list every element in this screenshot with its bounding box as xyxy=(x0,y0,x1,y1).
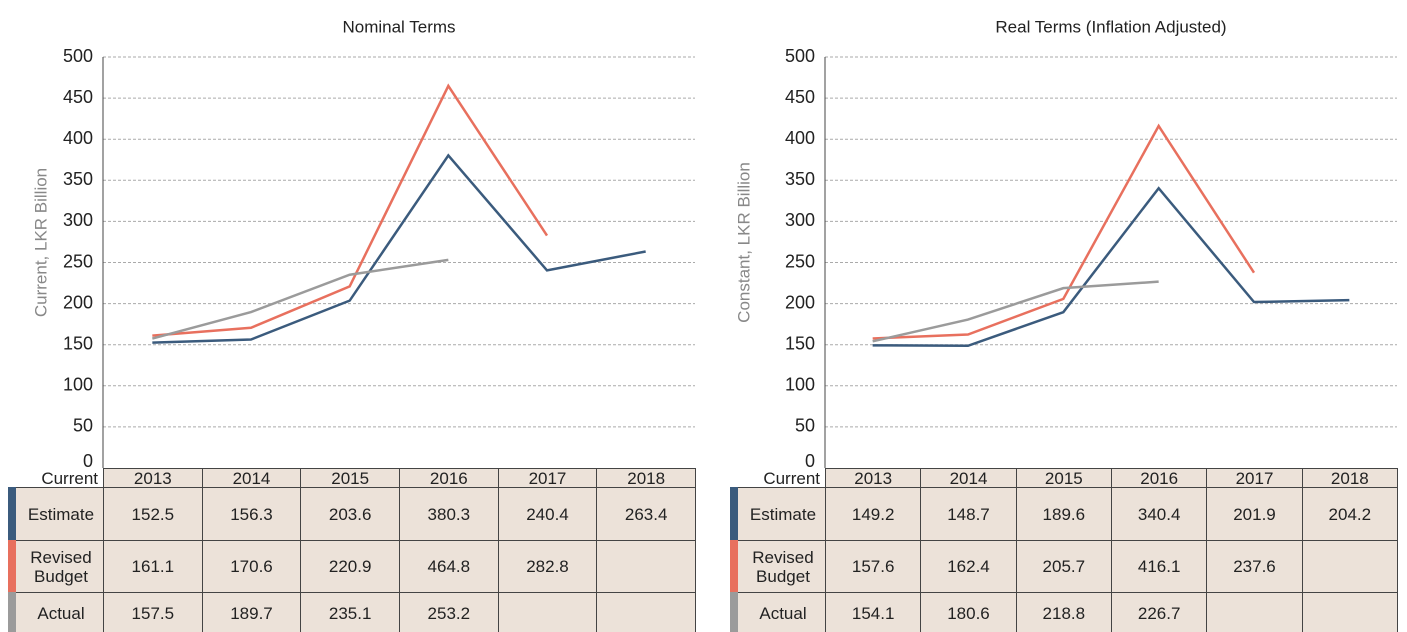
category-label: 2017 xyxy=(1206,468,1303,488)
chart-title: Nominal Terms xyxy=(342,17,455,36)
category-label: 2015 xyxy=(1015,468,1112,488)
category-label: 2015 xyxy=(300,468,400,488)
value-cell: 189.7 xyxy=(201,592,302,632)
series-line xyxy=(152,258,449,340)
value-cell: 154.1 xyxy=(825,592,922,632)
value-cell: 464.8 xyxy=(399,540,499,593)
y-axis-label: Constant, LKR Billion xyxy=(734,162,753,323)
value-cell xyxy=(596,540,696,593)
y-tick-label: 450 xyxy=(63,87,93,107)
y-tick-label: 300 xyxy=(63,210,93,230)
y-tick-label: 50 xyxy=(795,416,815,436)
y-tick-label: 200 xyxy=(63,292,93,312)
series-swatch xyxy=(8,592,16,632)
category-label: 2018 xyxy=(1301,468,1398,488)
series-name: Estimate xyxy=(8,487,104,541)
value-cell: 157.5 xyxy=(103,592,203,632)
value-cell: 263.4 xyxy=(596,487,696,541)
series-line xyxy=(152,83,549,337)
value-cell: 161.1 xyxy=(103,540,203,593)
y-tick-label: 450 xyxy=(785,87,815,107)
value-cell: 340.4 xyxy=(1111,487,1208,541)
value-cell xyxy=(1206,592,1303,632)
category-label: 2016 xyxy=(1111,468,1208,488)
y-tick-label: 200 xyxy=(785,292,815,312)
value-cell: 235.1 xyxy=(300,592,400,632)
value-cell: 240.4 xyxy=(497,487,598,541)
y-tick-label: 250 xyxy=(63,251,93,271)
series-swatch xyxy=(730,487,738,541)
y-tick-label: 100 xyxy=(785,375,815,395)
value-cell: 226.7 xyxy=(1111,592,1208,632)
table-header: Current xyxy=(41,469,98,488)
series-swatch xyxy=(8,540,16,593)
value-cell: 156.3 xyxy=(201,487,302,541)
value-cell: 189.6 xyxy=(1015,487,1112,541)
value-cell: 220.9 xyxy=(300,540,400,593)
y-tick-label: 100 xyxy=(63,375,93,395)
value-cell: 218.8 xyxy=(1015,592,1112,632)
y-axis-label: Current, LKR Billion xyxy=(31,168,50,317)
y-tick-label: 0 xyxy=(805,451,815,471)
y-tick-label: 0 xyxy=(83,451,93,471)
value-cell: 201.9 xyxy=(1206,487,1303,541)
category-label: 2013 xyxy=(825,468,922,488)
y-tick-label: 150 xyxy=(785,333,815,353)
y-tick-label: 350 xyxy=(63,169,93,189)
value-cell xyxy=(497,592,598,632)
value-cell: 149.2 xyxy=(825,487,922,541)
value-cell xyxy=(596,592,696,632)
series-line xyxy=(872,123,1256,340)
y-tick-label: 150 xyxy=(63,333,93,353)
series-name: Estimate xyxy=(730,487,826,541)
category-label: 2014 xyxy=(201,468,302,488)
value-cell: 157.6 xyxy=(825,540,922,593)
category-label: 2014 xyxy=(920,468,1017,488)
category-label: 2016 xyxy=(399,468,499,488)
chart-title: Real Terms (Inflation Adjusted) xyxy=(995,17,1226,36)
series-name: Actual xyxy=(8,592,104,632)
value-cell: 203.6 xyxy=(300,487,400,541)
value-cell: 148.7 xyxy=(920,487,1017,541)
value-cell: 170.6 xyxy=(201,540,302,593)
value-cell: 180.6 xyxy=(920,592,1017,632)
series-line xyxy=(152,153,646,344)
value-cell: 253.2 xyxy=(399,592,499,632)
y-tick-label: 350 xyxy=(785,169,815,189)
table-header: Current xyxy=(763,469,820,488)
value-cell xyxy=(1301,540,1398,593)
value-cell: 204.2 xyxy=(1301,487,1398,541)
series-line xyxy=(872,186,1350,348)
value-cell: 282.8 xyxy=(497,540,598,593)
value-cell xyxy=(1301,592,1398,632)
y-tick-label: 300 xyxy=(785,210,815,230)
value-cell: 162.4 xyxy=(920,540,1017,593)
category-label: 2018 xyxy=(596,468,696,488)
series-name: Actual xyxy=(730,592,826,632)
series-line xyxy=(872,280,1159,343)
series-name: Revised Budget xyxy=(8,540,104,593)
series-swatch xyxy=(730,592,738,632)
value-cell: 416.1 xyxy=(1111,540,1208,593)
category-label: 2013 xyxy=(103,468,203,488)
value-cell: 205.7 xyxy=(1015,540,1112,593)
series-swatch xyxy=(730,540,738,593)
category-label: 2017 xyxy=(497,468,598,488)
y-tick-label: 500 xyxy=(63,46,93,66)
y-tick-label: 250 xyxy=(785,251,815,271)
value-cell: 152.5 xyxy=(103,487,203,541)
y-tick-label: 50 xyxy=(73,416,93,436)
value-cell: 237.6 xyxy=(1206,540,1303,593)
y-tick-label: 400 xyxy=(785,128,815,148)
y-tick-label: 500 xyxy=(785,46,815,66)
y-tick-label: 400 xyxy=(63,128,93,148)
value-cell: 380.3 xyxy=(399,487,499,541)
series-swatch xyxy=(8,487,16,541)
series-name: Revised Budget xyxy=(730,540,826,593)
